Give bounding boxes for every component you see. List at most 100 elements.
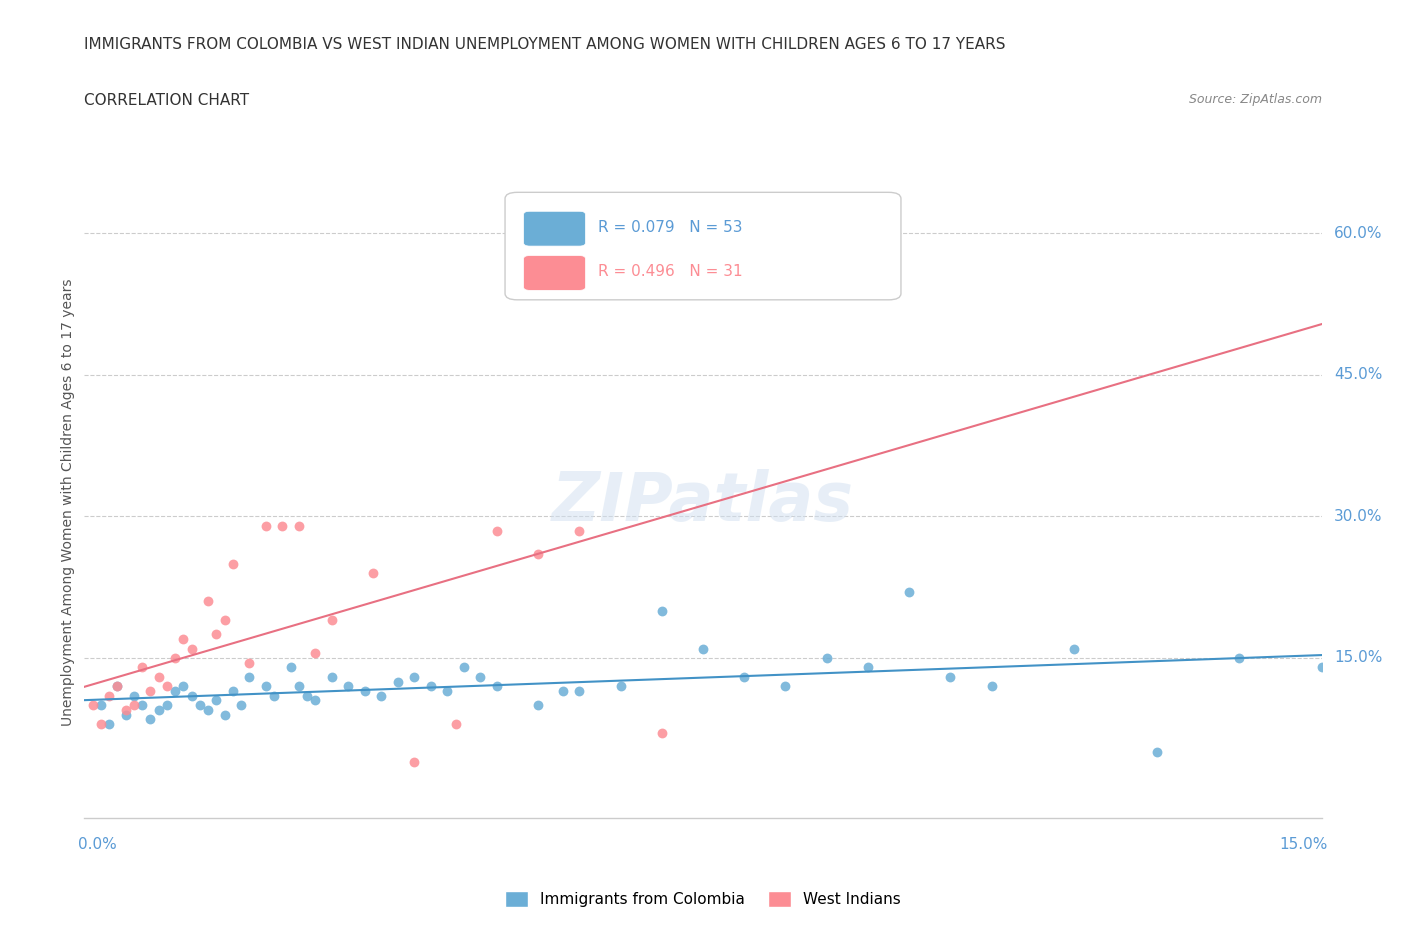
Point: [172, 679, 194, 694]
Point: [172, 631, 194, 646]
FancyBboxPatch shape: [523, 211, 585, 246]
Point: [387, 674, 409, 689]
Point: [214, 707, 236, 722]
Point: [229, 698, 252, 712]
Point: [1227, 650, 1250, 665]
Legend: Immigrants from Colombia, West Indians: Immigrants from Colombia, West Indians: [499, 884, 907, 913]
Point: [238, 670, 260, 684]
Point: [651, 604, 673, 618]
Point: [337, 679, 360, 694]
Point: [304, 693, 326, 708]
Point: [551, 684, 574, 698]
Point: [263, 688, 285, 703]
Point: [321, 670, 343, 684]
Point: [453, 660, 475, 675]
Point: [404, 754, 426, 769]
Point: [1063, 641, 1085, 656]
Point: [444, 717, 467, 732]
Point: [180, 688, 202, 703]
Point: [288, 679, 311, 694]
Point: [609, 679, 631, 694]
Point: [156, 698, 179, 712]
Point: [288, 518, 311, 533]
Point: [939, 670, 962, 684]
Point: [527, 547, 550, 562]
Point: [238, 656, 260, 671]
Point: [131, 698, 153, 712]
Point: [180, 641, 202, 656]
Text: IMMIGRANTS FROM COLOMBIA VS WEST INDIAN UNEMPLOYMENT AMONG WOMEN WITH CHILDREN A: IMMIGRANTS FROM COLOMBIA VS WEST INDIAN …: [84, 37, 1005, 52]
FancyBboxPatch shape: [523, 256, 585, 290]
Point: [436, 684, 458, 698]
Point: [156, 679, 179, 694]
Point: [271, 518, 294, 533]
Point: [254, 679, 277, 694]
Point: [568, 523, 591, 538]
Point: [1146, 745, 1168, 760]
Point: [105, 679, 128, 694]
Point: [692, 641, 714, 656]
Point: [148, 670, 170, 684]
Point: [90, 717, 112, 732]
Text: R = 0.496   N = 31: R = 0.496 N = 31: [598, 264, 742, 279]
Text: 30.0%: 30.0%: [1334, 509, 1382, 524]
Point: [197, 702, 219, 717]
Point: [122, 688, 145, 703]
Point: [139, 684, 162, 698]
Point: [898, 584, 921, 599]
Point: [188, 698, 211, 712]
Point: [214, 613, 236, 628]
Point: [114, 707, 136, 722]
Point: [404, 670, 426, 684]
Point: [254, 518, 277, 533]
Point: [775, 679, 797, 694]
Text: 0.0%: 0.0%: [79, 837, 117, 853]
Point: [485, 523, 508, 538]
Point: [692, 268, 714, 283]
Point: [304, 645, 326, 660]
Text: 45.0%: 45.0%: [1334, 367, 1382, 382]
Text: ZIPatlas: ZIPatlas: [553, 470, 853, 535]
Text: 60.0%: 60.0%: [1334, 226, 1382, 241]
Point: [197, 594, 219, 609]
Point: [205, 693, 228, 708]
Point: [815, 650, 838, 665]
Point: [114, 702, 136, 717]
Point: [353, 684, 375, 698]
Text: Source: ZipAtlas.com: Source: ZipAtlas.com: [1188, 93, 1322, 106]
Point: [321, 613, 343, 628]
Point: [82, 698, 104, 712]
Point: [733, 670, 755, 684]
Point: [419, 679, 441, 694]
Point: [280, 660, 302, 675]
Point: [98, 717, 121, 732]
Point: [148, 702, 170, 717]
Point: [139, 711, 162, 726]
Point: [205, 627, 228, 642]
Point: [856, 660, 879, 675]
Point: [165, 650, 187, 665]
Text: 15.0%: 15.0%: [1279, 837, 1327, 853]
Point: [651, 726, 673, 741]
Point: [222, 556, 245, 571]
Point: [485, 679, 508, 694]
Text: R = 0.079   N = 53: R = 0.079 N = 53: [598, 219, 742, 234]
Point: [980, 679, 1002, 694]
Point: [295, 688, 318, 703]
Point: [90, 698, 112, 712]
Point: [105, 679, 128, 694]
Point: [98, 688, 121, 703]
Point: [370, 688, 392, 703]
Text: CORRELATION CHART: CORRELATION CHART: [84, 93, 249, 108]
Point: [131, 660, 153, 675]
Point: [222, 684, 245, 698]
Point: [470, 670, 492, 684]
Y-axis label: Unemployment Among Women with Children Ages 6 to 17 years: Unemployment Among Women with Children A…: [62, 278, 76, 726]
Point: [1310, 660, 1333, 675]
Point: [568, 684, 591, 698]
FancyBboxPatch shape: [505, 193, 901, 299]
Point: [361, 565, 384, 580]
Point: [165, 684, 187, 698]
Point: [122, 698, 145, 712]
Text: 15.0%: 15.0%: [1334, 650, 1382, 666]
